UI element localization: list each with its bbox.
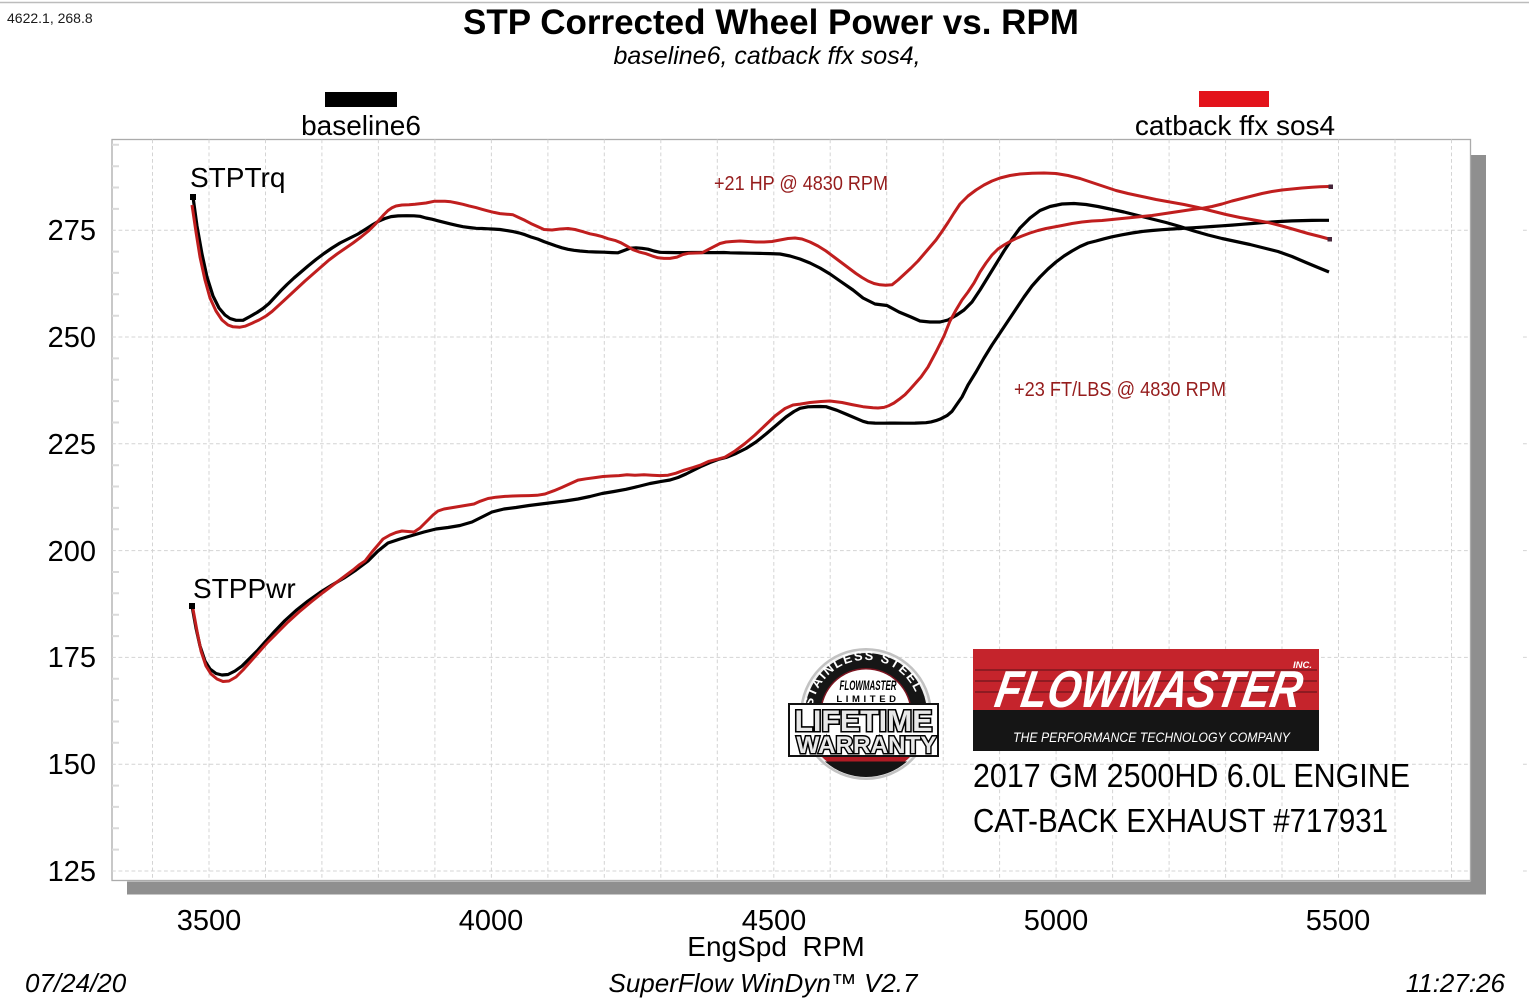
svg-text:5000: 5000 bbox=[1024, 905, 1089, 937]
svg-text:catback ffx sos4: catback ffx sos4 bbox=[1135, 110, 1335, 141]
svg-text:275: 275 bbox=[48, 215, 96, 247]
svg-text:150: 150 bbox=[48, 749, 96, 781]
svg-text:4000: 4000 bbox=[459, 905, 524, 937]
svg-text:175: 175 bbox=[48, 642, 96, 674]
svg-text:INC.: INC. bbox=[1293, 660, 1312, 671]
svg-text:baseline6: baseline6 bbox=[301, 110, 421, 141]
svg-text:THE PERFORMANCE TECHNOLOGY COM: THE PERFORMANCE TECHNOLOGY COMPANY bbox=[1013, 729, 1291, 745]
svg-text:LIMITED: LIMITED bbox=[836, 694, 899, 705]
svg-text:11:27:26: 11:27:26 bbox=[1406, 968, 1506, 998]
svg-text:STPPwr: STPPwr bbox=[193, 573, 296, 604]
svg-text:2017 GM 2500HD 6.0L ENGINE: 2017 GM 2500HD 6.0L ENGINE bbox=[973, 757, 1410, 794]
svg-text:+21 HP @ 4830 RPM: +21 HP @ 4830 RPM bbox=[714, 173, 888, 195]
svg-text:SuperFlow WinDyn™ V2.7: SuperFlow WinDyn™ V2.7 bbox=[609, 968, 920, 998]
svg-text:baseline6, catback ffx sos4,: baseline6, catback ffx sos4, bbox=[613, 42, 920, 70]
svg-text:FLOWMASTER: FLOWMASTER bbox=[991, 661, 1307, 719]
svg-text:5500: 5500 bbox=[1306, 905, 1371, 937]
svg-text:STP Corrected Wheel Power vs.: STP Corrected Wheel Power vs. RPM bbox=[463, 3, 1079, 42]
svg-text:LIFETIME: LIFETIME bbox=[795, 705, 933, 738]
svg-text:200: 200 bbox=[48, 536, 96, 568]
svg-text:CAT-BACK EXHAUST #717931: CAT-BACK EXHAUST #717931 bbox=[973, 802, 1388, 839]
svg-text:4622.1, 268.8: 4622.1, 268.8 bbox=[7, 10, 93, 26]
svg-text:225: 225 bbox=[48, 429, 96, 461]
svg-text:STPTrq: STPTrq bbox=[190, 162, 285, 193]
svg-text:250: 250 bbox=[48, 322, 96, 354]
svg-text:WARRANTY: WARRANTY bbox=[797, 732, 937, 759]
svg-text:3500: 3500 bbox=[177, 905, 242, 937]
svg-text:+23 FT/LBS @ 4830 RPM: +23 FT/LBS @ 4830 RPM bbox=[1014, 379, 1226, 401]
svg-text:4500: 4500 bbox=[742, 905, 807, 937]
svg-text:07/24/20: 07/24/20 bbox=[25, 968, 127, 998]
svg-text:125: 125 bbox=[48, 856, 96, 888]
svg-text:EngSpd RPM: EngSpd RPM bbox=[687, 931, 864, 962]
svg-text:FLOWMASTER: FLOWMASTER bbox=[840, 677, 897, 693]
